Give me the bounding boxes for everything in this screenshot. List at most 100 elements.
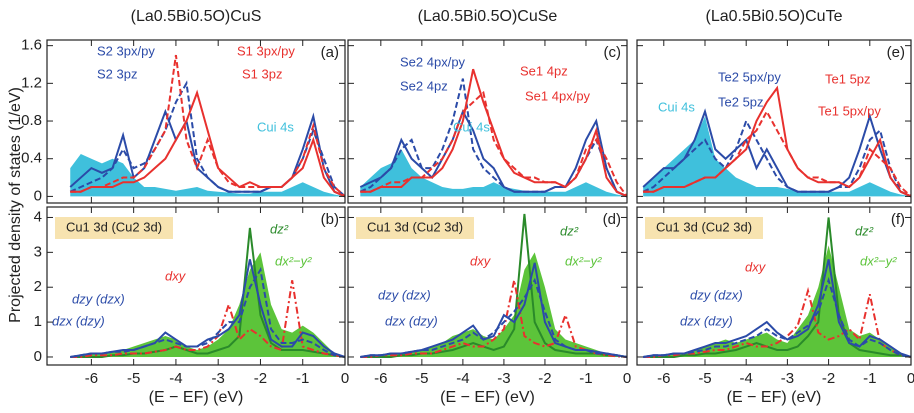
line: [642, 108, 911, 198]
y-tick-label: 2: [34, 278, 42, 295]
series-label: dz²: [855, 223, 874, 238]
area: [360, 149, 627, 197]
series-label: dzx (dzy): [52, 313, 105, 328]
y-tick-label: 1: [34, 313, 42, 330]
annotation-box: [356, 217, 474, 239]
series-label: Se2 4px/py: [400, 54, 466, 69]
line: [643, 217, 911, 358]
series-label: Cui 4s: [257, 119, 294, 134]
panel-label: (d): [603, 211, 621, 228]
line: [360, 68, 627, 198]
series-label: dx²−y²: [860, 253, 897, 268]
series-label: dxy: [470, 253, 492, 268]
panel-frame: [636, 206, 912, 366]
panel-label: (f): [891, 211, 905, 228]
series-label: dz²: [270, 221, 289, 236]
x-tick-label: 0: [907, 370, 914, 387]
line: [643, 286, 911, 358]
series-label: dxy: [165, 268, 187, 283]
y-tick-label: 0.4: [21, 150, 42, 167]
series-label: dx²−y²: [275, 253, 312, 268]
x-tick-label: -4: [740, 370, 753, 387]
line: [359, 78, 627, 198]
series-label: Te2 5pz: [718, 94, 764, 109]
x-tick-label: -4: [456, 370, 469, 387]
series-label: dx²−y²: [565, 253, 602, 268]
annotation-box: [55, 217, 173, 239]
x-tick-label: -2: [254, 370, 267, 387]
panel-frame: [46, 206, 346, 366]
panel-label: (a): [321, 44, 339, 61]
line: [70, 280, 345, 358]
annotation: Cu1 3d (Cu2 3d): [66, 219, 162, 234]
series-label: dzy (dzx): [378, 287, 431, 302]
line: [360, 213, 627, 358]
plot-area: [70, 227, 345, 358]
series-label: Se2 4pz: [400, 78, 448, 93]
plot-area: [69, 54, 345, 198]
line: [643, 276, 911, 358]
x-tick-label: -1: [296, 370, 309, 387]
area: [70, 252, 345, 357]
panel-title: (La0.5Bi0.5O)CuS: [131, 8, 262, 25]
x-tick-label: 0: [341, 370, 349, 387]
x-axis-label: (E − EF) (eV): [440, 389, 535, 406]
series-label: Te1 5pz: [825, 71, 871, 86]
y-tick-label: 0: [34, 348, 42, 365]
series-label: dzx (dzy): [680, 313, 733, 328]
x-tick-label: -6: [657, 370, 670, 387]
series-label: Cui 4s: [453, 119, 490, 134]
line: [360, 280, 627, 358]
x-tick-label: -4: [169, 370, 182, 387]
series-label: dz²: [560, 223, 579, 238]
line: [69, 80, 345, 198]
y-tick-label: 1.2: [21, 74, 42, 91]
x-tick-label: -2: [822, 370, 835, 387]
x-tick-label: -3: [212, 370, 225, 387]
panel-label: (c): [604, 44, 622, 61]
x-tick-label: -2: [538, 370, 551, 387]
x-axis-label: (E − EF) (eV): [149, 389, 244, 406]
y-tick-label: 3: [34, 243, 42, 260]
series-label: Se1 4pz: [520, 63, 568, 78]
series-label: S1 3pz: [242, 66, 282, 81]
x-tick-label: -5: [698, 370, 711, 387]
x-tick-label: -1: [579, 370, 592, 387]
series-label: S2 3px/py: [97, 43, 155, 58]
line: [642, 118, 911, 198]
line: [360, 90, 627, 197]
x-tick-label: 0: [623, 370, 631, 387]
x-tick-label: -5: [127, 370, 140, 387]
plot-area: [643, 217, 911, 358]
series-label: S2 3pz: [97, 66, 137, 81]
plot-area: [359, 68, 627, 198]
series-label: Te2 5px/py: [718, 69, 781, 84]
series-label: dzy (dzx): [72, 291, 125, 306]
plot-area: [360, 213, 627, 358]
series-label: dzx (dzy): [385, 313, 438, 328]
panel-label: (b): [321, 211, 339, 228]
plot-area: [642, 85, 911, 198]
annotation: Cu1 3d (Cu2 3d): [656, 219, 752, 234]
y-axis-label: Projected density of states (1/eV): [7, 87, 24, 323]
area: [70, 154, 345, 197]
annotation-box: [645, 217, 763, 239]
panel-label: (e): [887, 44, 905, 61]
annotation: Cu1 3d (Cu2 3d): [367, 219, 463, 234]
y-tick-label: 0.8: [21, 112, 42, 129]
y-tick-label: 0: [34, 187, 42, 204]
y-tick-label: 1.6: [21, 37, 42, 54]
line: [70, 89, 345, 198]
x-tick-label: -3: [781, 370, 794, 387]
series-label: dzy (dzx): [690, 287, 743, 302]
area: [643, 116, 911, 197]
panel-frame: [347, 206, 628, 366]
line: [360, 277, 627, 358]
x-tick-label: -3: [497, 370, 510, 387]
series-label: dxy: [745, 259, 767, 274]
series-label: S1 3px/py: [237, 43, 295, 58]
panel-title: (La0.5Bi0.5O)CuTe: [706, 8, 843, 25]
line: [70, 54, 345, 198]
series-label: Cui 4s: [658, 99, 695, 114]
